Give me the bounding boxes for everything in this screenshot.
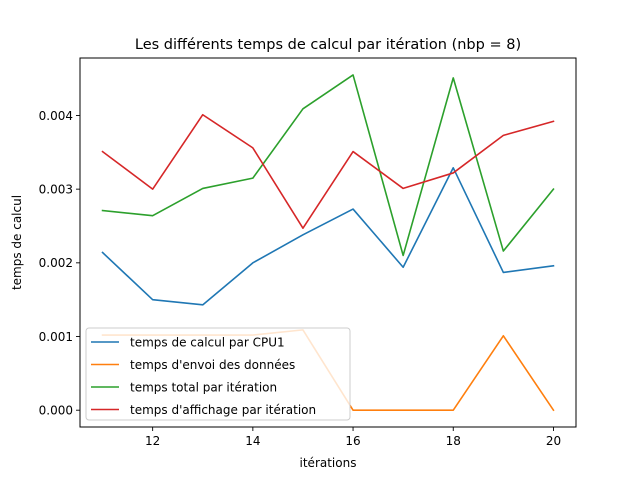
x-tick-label: 18 bbox=[446, 434, 461, 448]
x-tick-label: 14 bbox=[245, 434, 260, 448]
y-tick-label: 0.004 bbox=[39, 109, 73, 123]
series-line-0 bbox=[101, 166, 555, 306]
y-tick-label: 0.003 bbox=[39, 182, 73, 196]
legend-label-3: temps d'affichage par itération bbox=[130, 403, 316, 417]
y-axis-label: temps de calcul bbox=[10, 195, 24, 290]
legend-box bbox=[85, 327, 351, 421]
x-tick-label: 20 bbox=[546, 434, 561, 448]
plot-frame bbox=[79, 57, 577, 428]
y-tick-label: 0.002 bbox=[39, 256, 73, 270]
x-tick-label: 16 bbox=[345, 434, 360, 448]
legend-items: temps de calcul par CPU1 temps d'envoi de… bbox=[91, 336, 316, 417]
x-axis-label: itérations bbox=[300, 456, 357, 470]
y-tick-label: 0.000 bbox=[39, 404, 73, 418]
y-tick-layer: 0.000 0.001 0.002 0.003 0.004 bbox=[39, 109, 80, 418]
y-tick-label: 0.001 bbox=[39, 330, 73, 344]
chart-title: Les différents temps de calcul par itéra… bbox=[135, 37, 521, 53]
legend-label-1: temps d'envoi des données bbox=[130, 358, 295, 372]
x-tick-label: 12 bbox=[145, 434, 160, 448]
legend: temps de calcul par CPU1 temps d'envoi de… bbox=[85, 327, 351, 421]
legend-label-0: temps de calcul par CPU1 bbox=[130, 336, 285, 350]
x-tick-layer: 12 14 16 18 20 bbox=[145, 427, 561, 448]
series-line-3 bbox=[101, 113, 555, 230]
legend-label-2: temps total par itération bbox=[130, 381, 277, 395]
series-line-2 bbox=[101, 74, 555, 257]
